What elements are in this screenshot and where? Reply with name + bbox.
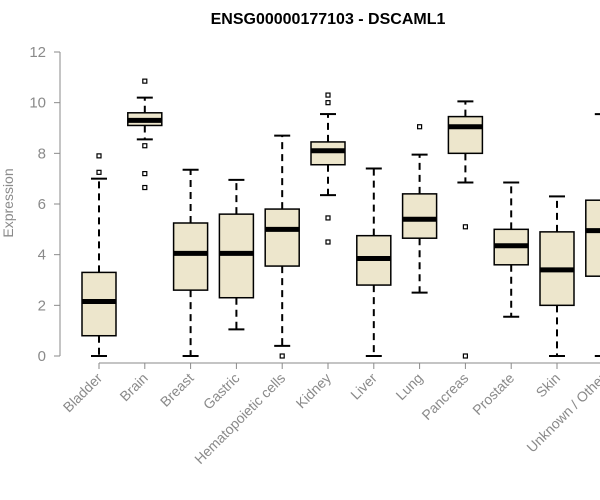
box-iqr <box>81 271 117 337</box>
box-iqr <box>585 199 600 277</box>
x-tick-label: Pancreas <box>418 370 471 423</box>
box-bladder <box>81 153 117 357</box>
box-iqr <box>447 115 484 155</box>
x-tick-label: Breast <box>157 370 197 410</box>
x-tick-label: Brain <box>116 370 150 404</box>
outlier-point <box>142 171 148 177</box>
box-iqr <box>310 141 346 166</box>
box-brain <box>127 78 163 191</box>
outlier-point <box>462 224 468 230</box>
x-tick-label: Skin <box>533 370 564 401</box>
x-tick-label: Hematopoietic cells <box>191 370 288 467</box>
outlier-point <box>96 153 102 159</box>
outlier-point <box>325 100 331 106</box>
box-skin <box>539 195 575 357</box>
box-hematopoietic-cells <box>264 134 300 359</box>
y-axis-label: Expression <box>0 168 16 237</box>
y-tick-label: 8 <box>38 145 46 162</box>
y-tick-label: 2 <box>38 297 46 314</box>
y-tick-label: 6 <box>38 196 46 213</box>
x-tick-label: Kidney <box>293 370 335 412</box>
chart-title: ENSG00000177103 - DSCAML1 <box>211 11 446 28</box>
x-tick-label: Bladder <box>60 370 106 416</box>
boxes-layer <box>81 78 600 359</box>
box-iqr <box>172 222 209 291</box>
outlier-point <box>142 184 148 191</box>
box-iqr <box>401 193 438 239</box>
box-kidney <box>310 92 346 245</box>
y-tick-label: 4 <box>38 247 46 264</box>
outlier-point <box>279 353 285 359</box>
y-tick-label: 12 <box>29 44 46 61</box>
outlier-point <box>325 239 331 245</box>
box-prostate <box>493 181 529 318</box>
box-lung <box>401 124 438 294</box>
x-tick-label: Prostate <box>469 370 517 418</box>
outlier-point <box>142 78 148 84</box>
outlier-point <box>417 124 423 130</box>
x-tick-label: Liver <box>347 370 380 403</box>
box-breast <box>172 168 209 357</box>
outlier-point <box>96 169 102 175</box>
outlier-point <box>325 215 331 221</box>
box-iqr <box>264 208 300 267</box>
x-tick-label: Lung <box>392 370 425 403</box>
box-iqr <box>218 213 255 299</box>
outlier-point <box>462 353 468 359</box>
x-tick-label: Gastric <box>200 370 243 413</box>
y-tick-label: 0 <box>38 348 46 365</box>
box-liver <box>356 167 392 357</box>
box-gastric <box>218 178 255 331</box>
box-unknown-other <box>585 113 600 357</box>
y-tick-label: 10 <box>29 95 46 112</box>
box-pancreas <box>447 100 484 359</box>
outlier-point <box>325 92 331 98</box>
y-axis: 0 2 4 6 8 10 12 <box>29 44 61 365</box>
outlier-point <box>142 143 148 149</box>
